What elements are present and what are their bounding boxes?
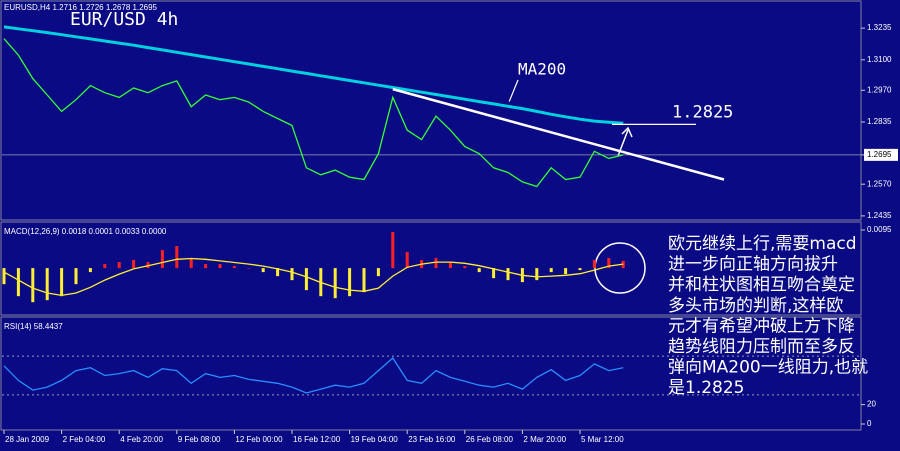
series-line — [3, 257, 624, 297]
macd-bar — [218, 264, 222, 269]
ma-label: MA200 — [518, 60, 566, 79]
macd-bar — [160, 250, 164, 269]
macd-bar — [535, 268, 539, 281]
macd-bar — [276, 268, 280, 277]
macd-bar — [290, 268, 294, 281]
commentary-line: 弹向MA200一线阻力,也就 — [668, 358, 868, 378]
macd-panel — [0, 221, 862, 316]
resistance-label: 1.2825 — [672, 102, 733, 122]
rsi-panel — [0, 316, 862, 431]
y-tick-label: 1.2695 — [867, 150, 892, 159]
x-tick-label: 2 Mar 20:00 — [523, 435, 566, 444]
ma-label-pointer — [508, 79, 519, 102]
series-line — [3, 38, 624, 188]
macd-bar — [578, 268, 582, 271]
macd-bar — [376, 268, 380, 277]
x-tick-label: 26 Feb 08:00 — [466, 435, 514, 444]
x-tick-label: 12 Feb 00:00 — [235, 435, 283, 444]
x-tick-label: 28 Jan 2009 — [5, 435, 50, 444]
current-price-box — [864, 148, 898, 161]
x-tick-label: 16 Feb 12:00 — [293, 435, 341, 444]
macd-bar — [549, 268, 553, 273]
macd-bar — [132, 260, 136, 269]
macd-bar — [348, 268, 352, 297]
macd-bar — [16, 268, 20, 297]
macd-header: MACD(12,26,9) 0.0018 0.0001 0.0033 0.000… — [4, 227, 167, 236]
macd-bar — [45, 268, 49, 301]
macd-bar — [477, 268, 481, 273]
series-line — [3, 357, 624, 394]
macd-bar — [607, 258, 611, 269]
trendline — [392, 87, 725, 181]
commentary-line: 元才有希望冲破上方下降 — [668, 316, 855, 336]
y-tick-label: 1.2435 — [867, 211, 892, 220]
y-tick-label: 1.2970 — [867, 85, 892, 94]
rsi-header: RSI(14) 58.4437 — [4, 322, 63, 331]
macd-bar — [31, 268, 35, 303]
macd-bar — [564, 268, 568, 275]
macd-bar — [492, 268, 496, 279]
price-panel — [0, 0, 862, 221]
macd-bar — [434, 258, 438, 269]
y-tick-label: 1.3235 — [867, 23, 892, 32]
commentary-line: 是1.2825 — [668, 378, 744, 398]
commentary-line: 进一步向正轴方向拔升 — [668, 255, 838, 275]
y-tick-label: 1.3100 — [867, 55, 892, 64]
chart-title: EUR/USD 4h — [70, 9, 178, 30]
macd-bar — [204, 264, 208, 269]
macd-bar — [391, 232, 395, 269]
x-tick-label: 2 Feb 04:00 — [63, 435, 106, 444]
y-tick-label: 0 — [867, 419, 872, 428]
macd-bar — [304, 268, 308, 291]
macd-bar — [189, 258, 193, 269]
macd-bar — [247, 268, 251, 269]
macd-bar — [103, 264, 107, 269]
macd-bar — [60, 268, 64, 297]
macd-bar — [592, 260, 596, 269]
commentary-line: 欧元继续上行,需要macd — [668, 234, 857, 254]
macd-bar — [88, 268, 92, 273]
y-tick-label: 1.2835 — [867, 117, 892, 126]
macd-bar — [506, 268, 510, 281]
x-tick-label: 9 Feb 08:00 — [178, 435, 221, 444]
y-tick-label: 1.2570 — [867, 179, 892, 188]
y-tick-label: 0.0095 — [867, 225, 892, 234]
macd-bar — [261, 268, 265, 273]
x-tick-label: 4 Feb 20:00 — [120, 435, 163, 444]
x-tick-label: 5 Mar 12:00 — [581, 435, 624, 444]
commentary-line: 多头市场的判断,这样欧 — [668, 296, 843, 316]
macd-bar — [463, 266, 467, 269]
macd-bar — [2, 268, 6, 285]
macd-bar — [448, 262, 452, 269]
macd-bar — [333, 268, 337, 299]
macd-bar — [117, 262, 121, 269]
series-line — [3, 25, 624, 125]
commentary-line: 趋势线阻力压制而至多反 — [668, 337, 855, 357]
macd-bar — [74, 268, 78, 285]
x-tick-label: 19 Feb 04:00 — [351, 435, 399, 444]
macd-bar — [405, 252, 409, 269]
x-tick-label: 23 Feb 16:00 — [408, 435, 456, 444]
y-tick-label: 20 — [867, 400, 876, 409]
price-header: EURUSD,H4 1.2716 1.2726 1.2678 1.2695 — [4, 3, 158, 12]
macd-bar — [362, 268, 366, 293]
macd-bar — [232, 266, 236, 269]
commentary-line: 并和柱状图相互吻合奠定 — [668, 275, 855, 295]
macd-bar — [175, 246, 179, 269]
